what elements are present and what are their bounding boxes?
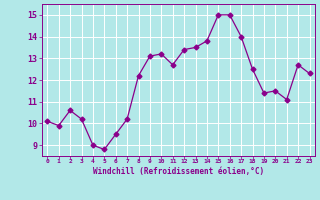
X-axis label: Windchill (Refroidissement éolien,°C): Windchill (Refroidissement éolien,°C) [93,167,264,176]
